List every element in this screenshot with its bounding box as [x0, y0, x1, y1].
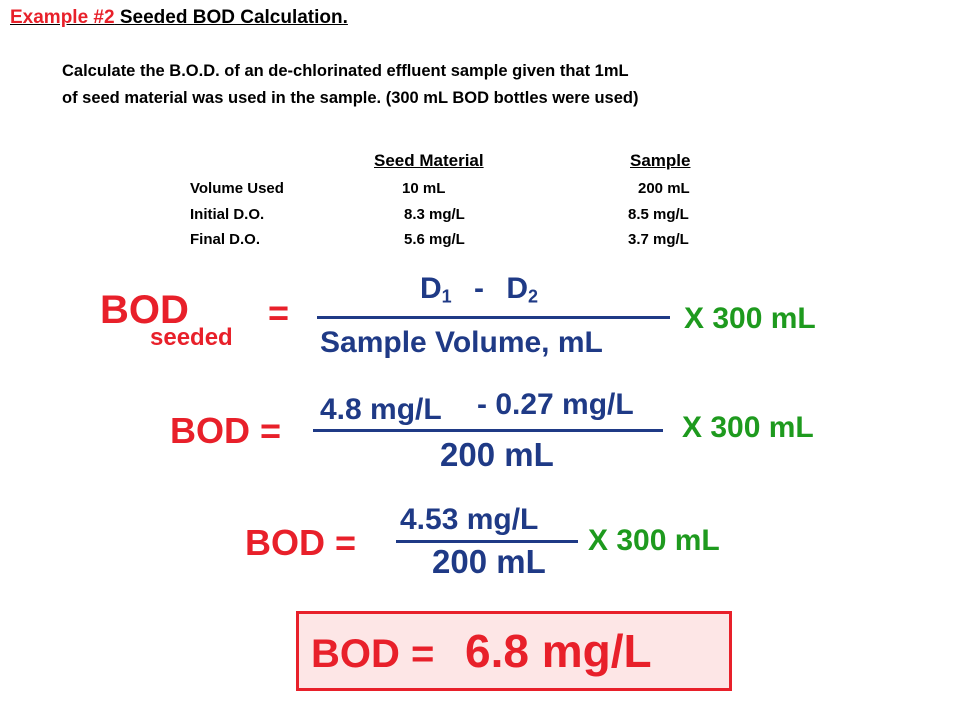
formula-d1-sub: 1 [441, 286, 452, 307]
header-seed-material: Seed Material [374, 151, 484, 170]
formula-numerator: D1 - D2 [420, 272, 538, 308]
formula-multiplier: X 300 mL [684, 302, 816, 335]
row-sample-volume: 200 mL [638, 180, 690, 197]
row-sample-final: 3.7 mg/L [628, 231, 689, 248]
example-text: Seeded BOD Calculation. [114, 7, 348, 28]
step2-label: BOD = [245, 522, 357, 563]
row-label-initial: Initial D.O. [190, 206, 265, 223]
formula-d2-sub: 2 [528, 286, 539, 307]
formula-bod: BOD [100, 288, 189, 332]
formula-equals: = [268, 292, 290, 333]
row-seed-final: 5.6 mg/L [404, 231, 465, 248]
step1-num-a: 4.8 mg/L [320, 393, 442, 426]
header-sample: Sample [630, 151, 691, 170]
step1-multiplier: X 300 mL [682, 411, 814, 444]
formula-denominator: Sample Volume, mL [320, 326, 603, 359]
formula-d2: D [506, 272, 529, 305]
result-value: 6.8 mg/L [465, 625, 652, 677]
formula-fraction-bar [317, 316, 670, 319]
row-seed-volume: 10 mL [402, 180, 446, 197]
formula-d1: D [420, 272, 442, 305]
step2-multiplier: X 300 mL [588, 524, 720, 557]
row-seed-initial: 8.3 mg/L [404, 206, 465, 223]
problem-line-2: of seed material was used in the sample.… [62, 89, 639, 107]
result-box: BOD = 6.8 mg/L [296, 611, 732, 691]
formula-subscript-seeded: seeded [150, 324, 233, 351]
formula-minus: - [474, 272, 485, 305]
step2-numerator: 4.53 mg/L [400, 503, 539, 536]
step1-num-b: - 0.27 mg/L [477, 388, 634, 421]
step2-denominator: 200 mL [432, 543, 546, 580]
row-sample-initial: 8.5 mg/L [628, 206, 689, 223]
result-label: BOD = [311, 632, 435, 676]
problem-line-1: Calculate the B.O.D. of an de-chlorinate… [62, 62, 629, 80]
step1-fraction-bar [313, 429, 663, 432]
step2-fraction-bar [396, 540, 578, 543]
row-label-final: Final D.O. [190, 231, 261, 248]
slide-title: Example #2 Seeded BOD Calculation. [10, 7, 348, 29]
row-label-volume: Volume Used [190, 180, 284, 197]
example-label: Example #2 [10, 7, 115, 28]
step1-label: BOD = [170, 410, 282, 451]
step1-denominator: 200 mL [440, 436, 554, 473]
